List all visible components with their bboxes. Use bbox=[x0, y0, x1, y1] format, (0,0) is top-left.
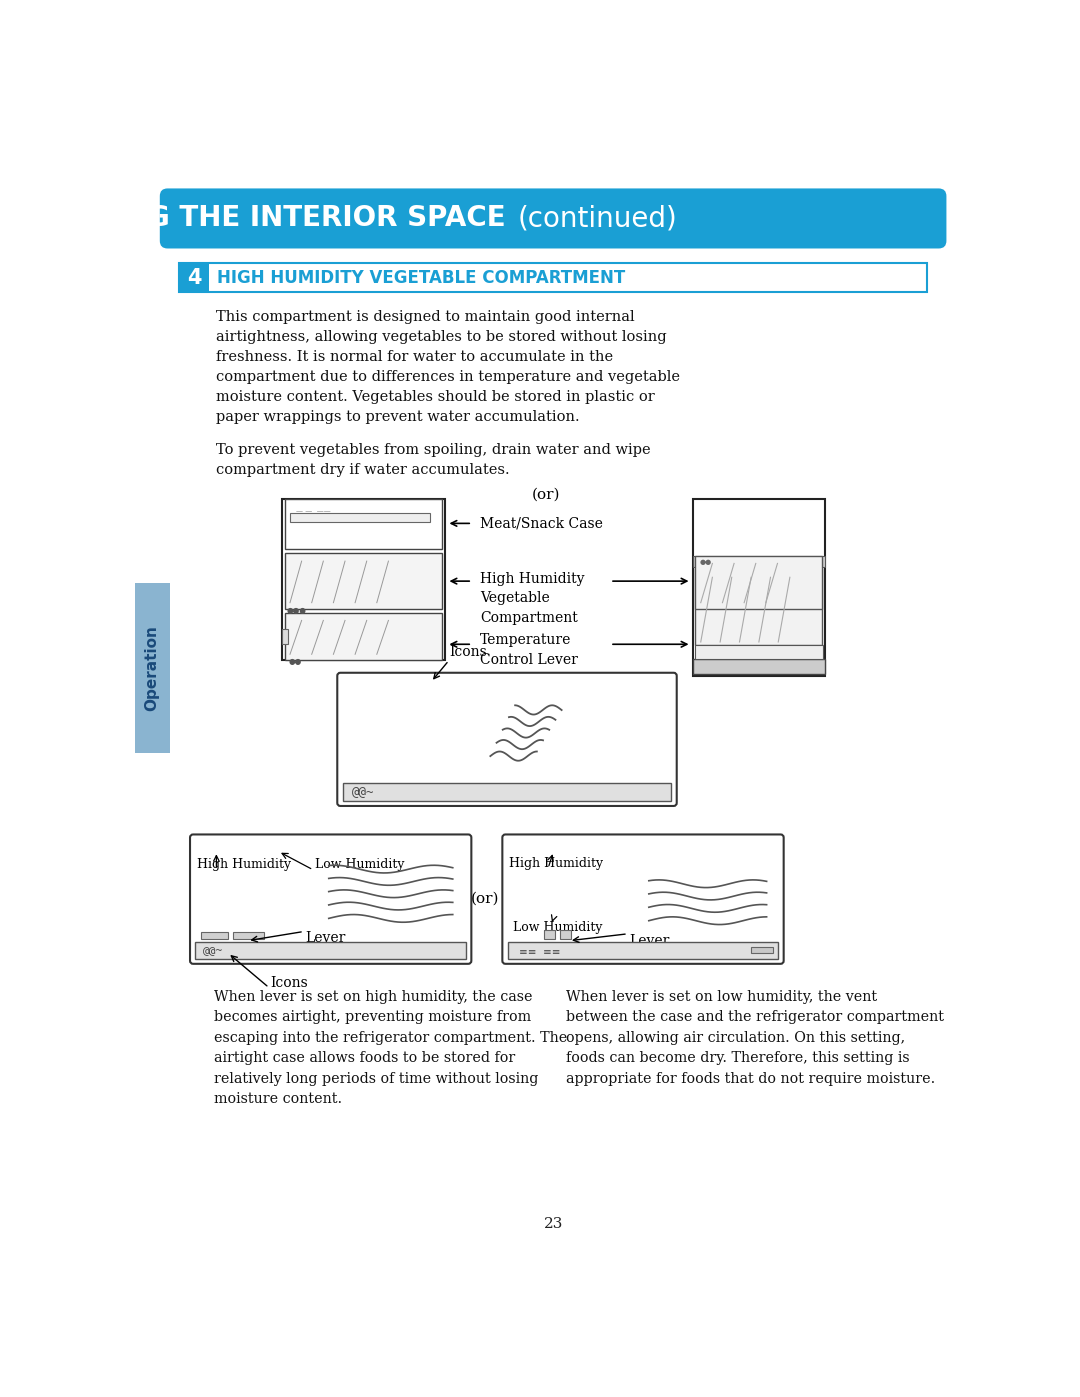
Text: 4: 4 bbox=[187, 268, 201, 288]
Bar bbox=[544, 930, 555, 939]
FancyBboxPatch shape bbox=[190, 834, 471, 964]
Bar bbox=[201, 932, 228, 939]
Text: High Humidity: High Humidity bbox=[197, 858, 292, 872]
Bar bbox=[285, 499, 442, 549]
Text: High Humidity: High Humidity bbox=[510, 856, 604, 870]
Bar bbox=[342, 782, 672, 802]
Text: Lever: Lever bbox=[630, 933, 670, 947]
Text: (or): (or) bbox=[531, 488, 561, 502]
Bar bbox=[135, 584, 170, 753]
Text: ●●●: ●●● bbox=[287, 606, 307, 615]
Text: Meat/Snack Case: Meat/Snack Case bbox=[480, 517, 603, 531]
Bar bbox=[285, 613, 442, 661]
FancyBboxPatch shape bbox=[160, 189, 946, 249]
Text: (continued): (continued) bbox=[517, 204, 677, 232]
FancyBboxPatch shape bbox=[337, 673, 677, 806]
Bar bbox=[291, 513, 430, 522]
Bar bbox=[693, 556, 825, 567]
Text: Icons: Icons bbox=[449, 645, 487, 659]
Text: — —  ——: — — —— bbox=[296, 509, 330, 514]
Bar bbox=[696, 556, 823, 609]
Bar bbox=[559, 930, 570, 939]
Text: 23: 23 bbox=[544, 1217, 563, 1231]
Text: ●●: ●● bbox=[288, 658, 301, 666]
Text: ≡≡  ≡≡: ≡≡ ≡≡ bbox=[519, 947, 561, 957]
Text: @@~: @@~ bbox=[202, 947, 222, 957]
Text: To prevent vegetables from spoiling, drain water and wipe
compartment dry if wat: To prevent vegetables from spoiling, dra… bbox=[216, 443, 651, 478]
Bar bbox=[233, 932, 265, 939]
Text: Temperature
Control Lever
Chilling/Vegetable
Compartment: Temperature Control Lever Chilling/Veget… bbox=[480, 633, 610, 705]
Bar bbox=[179, 263, 927, 292]
Text: High Humidity
Vegetable
Compartment: High Humidity Vegetable Compartment bbox=[480, 571, 584, 624]
Text: Lever: Lever bbox=[306, 932, 346, 946]
Bar bbox=[508, 942, 779, 960]
Bar bbox=[751, 947, 773, 953]
Text: ●●: ●● bbox=[699, 559, 712, 564]
Text: @@~: @@~ bbox=[352, 785, 375, 799]
Bar bbox=[694, 645, 823, 659]
Text: UTILIZING THE INTERIOR SPACE: UTILIZING THE INTERIOR SPACE bbox=[13, 204, 515, 232]
Bar bbox=[179, 263, 208, 292]
Text: Icons: Icons bbox=[271, 977, 309, 990]
Text: Operation: Operation bbox=[145, 626, 160, 711]
Text: When lever is set on low humidity, the vent
between the case and the refrigerato: When lever is set on low humidity, the v… bbox=[566, 990, 944, 1085]
Text: This compartment is designed to maintain good internal
airtightness, allowing ve: This compartment is designed to maintain… bbox=[216, 310, 680, 425]
Bar bbox=[693, 499, 825, 676]
Text: When lever is set on high humidity, the case
becomes airtight, preventing moistu: When lever is set on high humidity, the … bbox=[214, 990, 567, 1106]
FancyBboxPatch shape bbox=[502, 834, 784, 964]
Bar bbox=[282, 629, 287, 644]
Text: HIGH HUMIDITY VEGETABLE COMPARTMENT: HIGH HUMIDITY VEGETABLE COMPARTMENT bbox=[217, 268, 625, 286]
Bar bbox=[693, 659, 825, 675]
Bar bbox=[282, 499, 445, 661]
Bar bbox=[195, 942, 465, 960]
Text: Low Humidity: Low Humidity bbox=[513, 921, 603, 933]
Bar bbox=[285, 553, 442, 609]
Text: (or): (or) bbox=[471, 893, 500, 907]
Bar bbox=[696, 569, 823, 645]
Text: Low Humidity: Low Humidity bbox=[314, 858, 404, 872]
